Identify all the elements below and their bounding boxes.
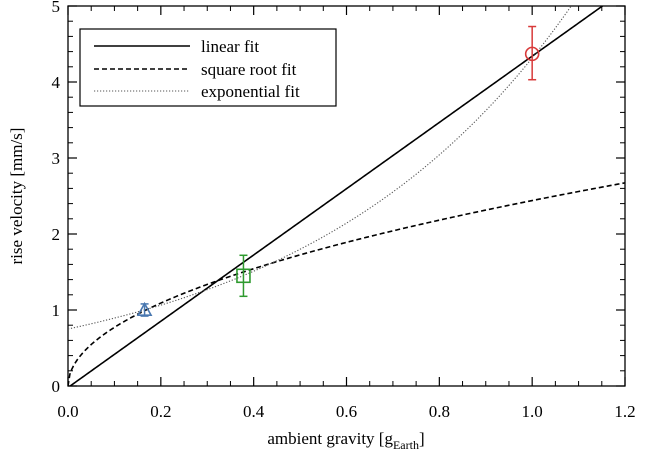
x-tick-label: 0.6 — [336, 402, 357, 421]
data-point-square — [236, 254, 251, 298]
y-tick-label: 5 — [52, 0, 61, 16]
y-axis-title: rise velocity [mm/s] — [7, 128, 26, 265]
data-points — [136, 25, 540, 317]
legend: linear fit square root fit exponential f… — [79, 28, 337, 107]
y-tick-label: 4 — [52, 73, 61, 92]
y-tick-label: 3 — [52, 149, 61, 168]
legend-label-square-root: square root fit — [201, 60, 297, 79]
legend-label-exponential: exponential fit — [201, 82, 300, 101]
x-tick-label: 0.8 — [429, 402, 450, 421]
data-point-triangle — [136, 301, 153, 317]
y-tick-label: 0 — [52, 377, 61, 396]
data-point-circle — [524, 25, 540, 81]
square-marker — [236, 268, 251, 284]
square-root-fit-line — [68, 182, 625, 386]
legend-label-linear: linear fit — [201, 37, 259, 56]
axis-ticks: 0.0 0.2 0.4 0.6 0.8 1.0 1.2 0 1 2 3 4 5 — [52, 0, 636, 421]
x-axis-title: ambient gravity [gEarth] — [267, 429, 424, 452]
triangle-marker — [136, 301, 153, 317]
x-tick-label: 0.2 — [150, 402, 171, 421]
circle-marker — [524, 46, 540, 62]
x-tick-label: 0.4 — [243, 402, 265, 421]
legend-box — [79, 28, 337, 107]
y-tick-label: 1 — [52, 301, 61, 320]
x-tick-label: 0.0 — [57, 402, 78, 421]
x-tick-label: 1.0 — [522, 402, 543, 421]
x-tick-label: 1.2 — [614, 402, 635, 421]
y-tick-label: 2 — [52, 225, 61, 244]
